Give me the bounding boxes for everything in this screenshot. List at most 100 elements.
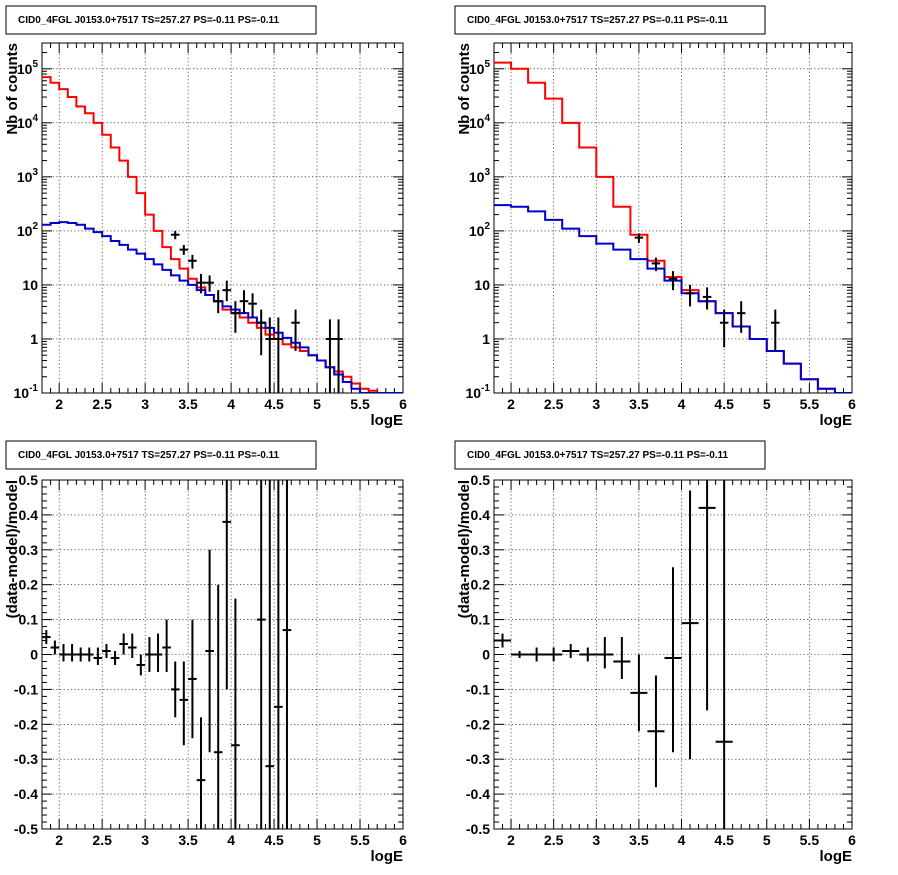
- residual-points: [494, 480, 733, 829]
- y-tick-label: 0.3: [471, 542, 491, 558]
- y-tick-label: 103: [17, 167, 39, 185]
- x-tick-label: 6: [399, 832, 407, 848]
- data-points: [634, 233, 780, 351]
- x-tick-label: 2.5: [92, 396, 112, 412]
- y-tick-label: -0.3: [14, 751, 38, 767]
- y-tick-label: 105: [17, 59, 39, 77]
- x-tick-label: 2.5: [92, 832, 112, 848]
- y-tick-label: 103: [469, 167, 491, 185]
- x-tick-label: 2: [507, 396, 515, 412]
- y-tick-label: 0.2: [19, 577, 39, 593]
- x-tick-label: 4: [678, 832, 686, 848]
- x-tick-label: 3.5: [178, 396, 198, 412]
- chart-panel-4: CID0_4FGL J0153.0+7517 TS=257.27 PS=-0.1…: [454, 440, 856, 865]
- data-points: [170, 230, 343, 393]
- x-tick-label: 5.5: [350, 396, 370, 412]
- x-tick-label: 6: [848, 396, 856, 412]
- y-axis-title: Nb of counts: [456, 43, 473, 135]
- x-tick-label: 5.5: [350, 832, 370, 848]
- y-axis-title: (data-model)/model: [4, 480, 21, 618]
- y-tick-label: 1: [30, 331, 38, 347]
- y-tick-label: 0.4: [471, 507, 491, 523]
- x-axis-title: logE: [371, 412, 404, 429]
- chart-panel-2: CID0_4FGL J0153.0+7517 TS=257.27 PS=-0.1…: [454, 5, 856, 429]
- y-tick-label: 0.5: [471, 472, 491, 488]
- x-tick-label: 4: [678, 396, 686, 412]
- title-box: [5, 5, 317, 35]
- x-tick-label: 5: [763, 396, 771, 412]
- y-tick-label: 10: [474, 277, 490, 293]
- x-tick-label: 6: [399, 396, 407, 412]
- y-tick-label: 102: [17, 221, 39, 239]
- x-axis-title: logE: [820, 412, 853, 429]
- x-tick-label: 5: [763, 832, 771, 848]
- residual-points: [42, 480, 292, 829]
- chart-title: CID0_4FGL J0153.0+7517 TS=257.27 PS=-0.1…: [467, 450, 729, 461]
- y-tick-label: 0: [482, 647, 490, 663]
- y-tick-label: -0.1: [466, 681, 490, 697]
- x-tick-label: 4.5: [714, 396, 734, 412]
- x-tick-label: 5: [313, 832, 321, 848]
- x-axis-title: logE: [371, 848, 404, 865]
- x-tick-label: 4.5: [714, 832, 734, 848]
- y-axis-title: (data-model)/model: [456, 480, 473, 618]
- x-tick-label: 2: [55, 832, 63, 848]
- x-tick-label: 5.5: [800, 832, 820, 848]
- y-tick-label: 0.3: [19, 542, 39, 558]
- chart-title: CID0_4FGL J0153.0+7517 TS=257.27 PS=-0.1…: [467, 15, 729, 26]
- plot-area: [494, 61, 852, 393]
- chart-title: CID0_4FGL J0153.0+7517 TS=257.27 PS=-0.1…: [18, 15, 280, 26]
- x-tick-label: 2: [507, 832, 515, 848]
- y-tick-label: 1: [482, 331, 490, 347]
- x-tick-label: 3.5: [629, 396, 649, 412]
- x-tick-label: 3: [592, 396, 600, 412]
- x-tick-label: 6: [848, 832, 856, 848]
- y-tick-label: 0.1: [471, 612, 491, 628]
- y-tick-label: -0.3: [466, 751, 490, 767]
- y-tick-label: -0.2: [466, 716, 490, 732]
- x-tick-label: 5.5: [800, 396, 820, 412]
- x-tick-label: 5: [313, 396, 321, 412]
- ticks: [41, 479, 404, 830]
- x-axis-title: logE: [820, 848, 853, 865]
- y-tick-label: 104: [469, 113, 491, 131]
- ticks: [41, 42, 404, 394]
- y-tick-label: 10: [22, 277, 38, 293]
- y-tick-label: 0.5: [19, 472, 39, 488]
- y-axis-title: Nb of counts: [4, 43, 21, 135]
- title-box: [5, 440, 317, 470]
- y-tick-label: 10-1: [14, 383, 39, 401]
- y-tick-label: -0.4: [14, 786, 38, 802]
- y-tick-label: -0.5: [466, 821, 490, 837]
- y-tick-label: 0: [30, 647, 38, 663]
- chart-panel-1: CID0_4FGL J0153.0+7517 TS=257.27 PS=-0.1…: [4, 5, 407, 429]
- y-tick-label: 0.2: [471, 577, 491, 593]
- background_model-histogram: [42, 221, 403, 393]
- y-tick-label: 102: [469, 221, 491, 239]
- x-tick-label: 4: [227, 832, 235, 848]
- ticks: [493, 42, 853, 394]
- title-box: [454, 5, 766, 35]
- y-tick-label: 0.1: [19, 612, 39, 628]
- ticks: [493, 479, 853, 830]
- x-tick-label: 3.5: [629, 832, 649, 848]
- x-tick-label: 3: [141, 396, 149, 412]
- chart-title: CID0_4FGL J0153.0+7517 TS=257.27 PS=-0.1…: [18, 450, 280, 461]
- x-tick-label: 3: [141, 832, 149, 848]
- title-box: [454, 440, 766, 470]
- x-tick-label: 3.5: [178, 832, 198, 848]
- y-tick-label: -0.1: [14, 681, 38, 697]
- x-tick-label: 4.5: [264, 396, 284, 412]
- x-tick-label: 4.5: [264, 832, 284, 848]
- y-tick-label: -0.5: [14, 821, 38, 837]
- x-tick-label: 4: [227, 396, 235, 412]
- chart-panel-3: CID0_4FGL J0153.0+7517 TS=257.27 PS=-0.1…: [4, 440, 407, 865]
- y-tick-label: 10-1: [466, 383, 491, 401]
- y-tick-label: 105: [469, 59, 491, 77]
- x-tick-label: 2.5: [544, 396, 564, 412]
- y-tick-label: -0.4: [466, 786, 490, 802]
- x-tick-label: 3: [592, 832, 600, 848]
- plot-area: [42, 76, 403, 393]
- x-tick-label: 2.5: [544, 832, 564, 848]
